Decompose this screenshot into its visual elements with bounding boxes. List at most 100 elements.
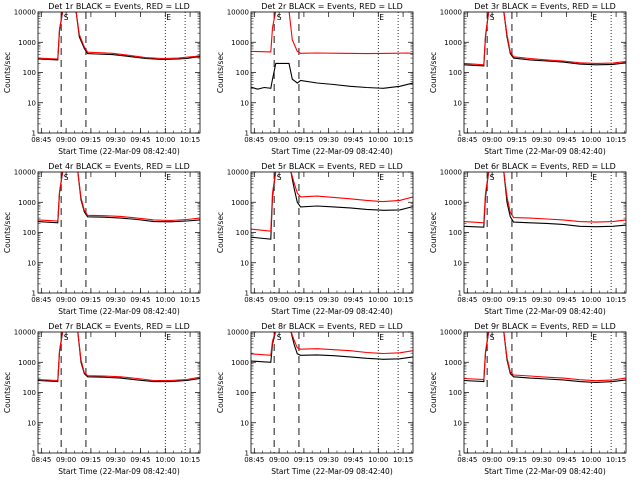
y-tick-label: 10 [453,99,462,107]
x-tick-label: 09:15 [81,296,101,304]
x-tick-label: 09:00 [482,296,502,304]
y-tick-label: 1000 [231,359,249,367]
y-axis-label: Counts/sec [216,372,225,413]
detector-chart-5: Det 5r BLACK = Events, RED = LLD Counts/s… [216,162,414,316]
x-tick-label: 09:15 [81,456,101,464]
x-tick-label: 09:15 [294,296,314,304]
y-tick-label: 10000 [14,169,36,177]
x-tick-label: 10:00 [368,296,388,304]
x-tick-label: 09:15 [507,456,527,464]
y-tick-label: 10000 [14,329,36,337]
x-tick-label: 09:45 [556,456,576,464]
x-tick-label: 09:00 [482,136,502,144]
y-tick-label: 10 [27,259,36,267]
y-tick-label: 100 [23,229,36,237]
x-tick-label: 08:45 [244,136,264,144]
series-lld-line [251,332,413,356]
y-tick-label: 10000 [227,169,249,177]
detector-chart-7: Det 7r BLACK = Events, RED = LLD Counts/s… [3,322,201,476]
annotation-s: S [490,333,495,342]
x-tick-label: 09:45 [130,296,150,304]
series-lld-line [464,332,626,382]
x-tick-label: 09:00 [482,456,502,464]
x-tick-label: 10:15 [180,456,200,464]
y-tick-label: 100 [449,69,462,77]
plot-frame [250,11,414,134]
y-tick-label: 10000 [14,9,36,17]
series-lld-line [251,172,413,232]
plot-frame [37,331,201,454]
series-lld-line [38,172,200,222]
x-tick-label: 09:00 [56,456,76,464]
x-tick-label: 08:45 [244,296,264,304]
y-tick-label: 1000 [231,199,249,207]
y-tick-label: 10000 [440,169,462,177]
y-tick-label: 1 [458,450,462,458]
detector-chart-1: Det 1r BLACK = Events, RED = LLD Counts/s… [3,2,201,156]
x-tick-label: 10:15 [393,296,413,304]
chart-title: Det 7r BLACK = Events, RED = LLD [48,322,190,331]
plot-frame [463,171,627,294]
x-axis-label: Start Time (22-Mar-09 08:42:40) [271,147,393,156]
y-tick-label: 1 [245,290,249,298]
series-lld-line [38,332,200,382]
x-tick-label: 09:45 [343,296,363,304]
y-tick-label: 100 [23,69,36,77]
series-events-line [38,332,200,383]
y-tick-label: 100 [23,389,36,397]
y-tick-label: 100 [236,69,249,77]
x-tick-label: 10:15 [180,296,200,304]
y-axis-label: Counts/sec [429,212,438,253]
y-tick-label: 1 [245,130,249,138]
x-axis-label: Start Time (22-Mar-09 08:42:40) [271,307,393,316]
y-tick-label: 10 [453,259,462,267]
x-tick-label: 09:15 [81,136,101,144]
y-tick-label: 1 [458,290,462,298]
x-tick-label: 08:45 [457,136,477,144]
x-tick-label: 09:30 [319,136,339,144]
x-tick-label: 10:00 [368,456,388,464]
series-events-line [38,172,200,224]
detector-chart-4: Det 4r BLACK = Events, RED = LLD Counts/s… [3,162,201,316]
x-tick-label: 09:15 [507,136,527,144]
x-tick-label: 09:15 [507,296,527,304]
series-events-line [464,12,626,67]
chart-title: Det 5r BLACK = Events, RED = LLD [261,162,403,171]
series-lld-line [464,172,626,224]
x-tick-label: 10:00 [581,136,601,144]
y-tick-label: 1 [458,130,462,138]
x-tick-label: 09:00 [269,296,289,304]
x-tick-label: 09:30 [319,296,339,304]
y-tick-label: 10 [27,99,36,107]
chart-title: Det 6r BLACK = Events, RED = LLD [474,162,616,171]
series-events-line [251,172,413,240]
annotation-e: E [592,333,597,342]
detector-chart-9: Det 9r BLACK = Events, RED = LLD Counts/s… [429,322,627,476]
plot-frame [37,171,201,294]
y-tick-label: 10000 [440,9,462,17]
x-tick-label: 10:15 [606,296,626,304]
x-axis-label: Start Time (22-Mar-09 08:42:40) [271,467,393,476]
x-tick-label: 09:00 [269,136,289,144]
annotation-e: E [592,173,597,182]
detector-chart-6: Det 6r BLACK = Events, RED = LLD Counts/s… [429,162,627,316]
annotation-e: E [379,13,384,22]
y-axis-label: Counts/sec [429,52,438,93]
plot-frame [37,11,201,134]
x-tick-label: 10:15 [393,456,413,464]
x-tick-label: 09:45 [343,456,363,464]
series-events-line [251,62,413,90]
x-axis-label: Start Time (22-Mar-09 08:42:40) [58,467,180,476]
series-lld-line [251,12,413,55]
series-events-line [38,12,200,61]
y-tick-label: 1000 [231,39,249,47]
annotation-e: E [166,333,171,342]
x-tick-label: 09:00 [269,456,289,464]
x-tick-label: 09:15 [294,456,314,464]
y-tick-label: 1000 [18,359,36,367]
y-axis-label: Counts/sec [3,52,12,93]
x-tick-label: 08:45 [457,456,477,464]
x-tick-label: 09:00 [56,296,76,304]
x-tick-label: 09:30 [532,136,552,144]
